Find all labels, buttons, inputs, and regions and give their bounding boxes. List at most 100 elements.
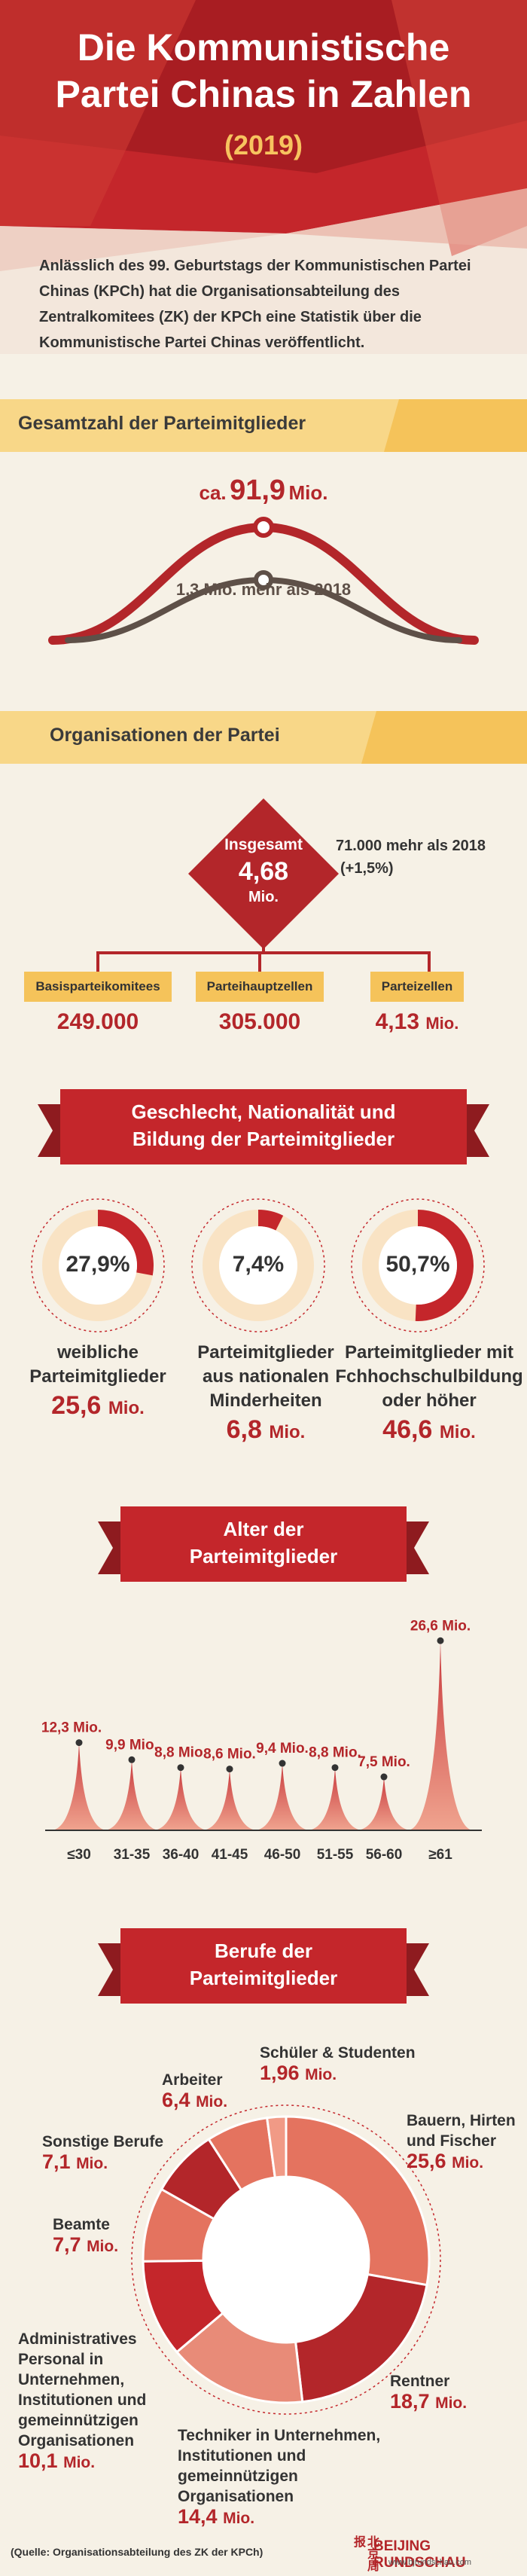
demographics-title-line2: Bildung der Parteimitglieder: [132, 1128, 395, 1150]
intro-text: Anlässlich des 99. Geburtstags der Kommu…: [39, 258, 471, 351]
members-total: ca. 91,9 Mio.: [0, 475, 527, 507]
age-peak-5: [306, 1767, 364, 1830]
donut-segment-0: [98, 1210, 154, 1276]
occupations-title-line2: Parteimitglieder: [189, 1967, 338, 1989]
ribbon-demographics: [38, 1089, 489, 1164]
donut-pct-education: 50,7%: [385, 1252, 450, 1277]
age-value-label-2: 8,8 Mio.: [154, 1745, 207, 1761]
organizations-section-title: Organisationen der Partei: [50, 725, 280, 746]
occ-label-workers: Arbeiter 6,4 Mio.: [162, 2071, 228, 2111]
age-point-5: [331, 1764, 339, 1772]
age-tick-7: ≥61: [428, 1847, 452, 1863]
org-value-basisparteikomitees: 249.000: [56, 1009, 139, 1034]
occ-hole: [203, 2177, 369, 2343]
donut-pct-female: 27,9%: [65, 1252, 130, 1277]
page-year: (2019): [224, 130, 303, 160]
age-value-label-3: 8,6 Mio.: [203, 1747, 256, 1763]
donut-segment-2: [415, 1210, 474, 1321]
footer-brand-name: BEIJING RUNDSCHAU: [373, 2538, 466, 2571]
occupations-donut: [131, 2104, 441, 2415]
donut-hole: [219, 1226, 297, 1305]
age-peak-6: [355, 1777, 413, 1830]
age-point-4: [279, 1760, 286, 1767]
donut-segment-1: [258, 1210, 284, 1231]
age-value-label-0: 12,3 Mio.: [41, 1720, 102, 1736]
age-value-label-1: 9,9 Mio.: [105, 1737, 158, 1753]
org-value-parteizellen: 4,13 Mio.: [375, 1009, 459, 1034]
org-value-parteihauptzellen: 305.000: [218, 1009, 301, 1034]
age-tick-4: 46-50: [264, 1847, 301, 1863]
occ-label-retirees: Rentner 18,7 Mio.: [390, 2373, 468, 2413]
header: Die Kommunistische Partei Chinas in Zahl…: [0, 0, 527, 354]
age-peak-7: [407, 1641, 474, 1830]
header-background: [0, 0, 527, 271]
age-point-6: [380, 1773, 388, 1781]
org-chip-parteizellen: Parteizellen: [370, 972, 464, 1002]
demo-caption-female: weibliche Parteimitglieder 25,6 Mio.: [29, 1342, 166, 1420]
section-bar-organizations-inner: [0, 711, 346, 764]
footer-brand-chinese: 北京周报: [352, 2535, 378, 2571]
organizations-increase-line1: 71.000 mehr als 2018: [336, 838, 486, 854]
age-tick-0: ≤30: [67, 1847, 91, 1863]
donut-pct-minorities: 7,4%: [232, 1252, 285, 1277]
occ-label-students: Schüler & Studenten 1,96 Mio.: [260, 2044, 416, 2084]
age-point-1: [128, 1756, 136, 1763]
age-value-label-4: 9,4 Mio.: [256, 1741, 309, 1757]
age-value-label-5: 8,8 Mio.: [309, 1745, 361, 1761]
age-value-label-7: 26,6 Mio.: [410, 1618, 471, 1634]
footer-brand: 北京周报 BEIJING RUNDSCHAU www.bjrundschau.c…: [351, 2532, 525, 2573]
organizations-increase-line2: (+1,5%): [340, 860, 394, 877]
occ-label-administrative: Administratives Personal in Unternehmen,…: [18, 2330, 147, 2472]
donut-hole: [379, 1226, 457, 1305]
section-bar-members-inner: [0, 399, 369, 452]
age-title-line1: Alter der: [223, 1518, 304, 1540]
section-bar-arrow: [346, 711, 376, 764]
age-tick-2: 36-40: [163, 1847, 200, 1863]
age-peak-2: [152, 1767, 209, 1830]
org-chip-basisparteikomitees: Basisparteikomitees: [24, 972, 172, 1002]
occ-outline: [131, 2104, 441, 2415]
donut-hole: [59, 1226, 137, 1305]
donut-outline: [191, 1198, 325, 1332]
occ-label-farmers: Bauern, Hirten und Fischer 25,6 Mio.: [407, 2112, 516, 2172]
age-peak-0: [50, 1742, 108, 1830]
age-point-0: [75, 1739, 83, 1747]
members-total-prefix: ca.: [199, 481, 227, 504]
age-title-line2: Parteimitglieder: [189, 1545, 338, 1567]
members-section-title: Gesamtzahl der Parteimitglieder: [18, 413, 306, 434]
demographics-donuts: [31, 1198, 485, 1332]
occ-label-technicians: Techniker in Unternehmen, Institutionen …: [178, 2427, 381, 2528]
age-tick-3: 41-45: [212, 1847, 248, 1863]
organizations-total-unit: Mio.: [248, 889, 279, 905]
page-title-line2: Partei Chinas in Zahlen: [55, 73, 472, 115]
age-point-3: [226, 1766, 233, 1773]
demo-caption-minorities: Parteimitglieder aus nationalen Minderhe…: [197, 1342, 334, 1444]
demographics-title-line1: Geschlecht, Nationalität und: [131, 1100, 396, 1123]
age-value-label-6: 7,5 Mio.: [358, 1754, 410, 1770]
organizations-diamond: [188, 798, 339, 949]
age-point-7: [437, 1637, 444, 1644]
occ-label-other: Sonstige Berufe 7,1 Mio.: [42, 2133, 164, 2173]
footer-source: (Quelle: Organisationsabteilung des ZK d…: [11, 2546, 264, 2558]
org-chip-parteihauptzellen: Parteihauptzellen: [196, 972, 324, 1002]
age-tick-1: 31-35: [114, 1847, 151, 1863]
donut-outline: [351, 1198, 485, 1332]
age-peak-1: [103, 1760, 160, 1830]
age-tick-5: 51-55: [317, 1847, 354, 1863]
donut-track: [203, 1210, 315, 1321]
organizations-total-label: Insgesamt: [224, 836, 303, 853]
donut-outline: [31, 1198, 165, 1332]
members-curve-graphic: [48, 517, 479, 645]
age-peak-4: [254, 1763, 311, 1830]
occupations-title-line1: Berufe der: [214, 1940, 313, 1962]
age-point-2: [177, 1764, 184, 1772]
organizations-total-value: 4,68: [238, 857, 289, 886]
ribbon-age: [98, 1506, 429, 1582]
footer-url: www.bjrundschau.com: [388, 2558, 472, 2567]
section-bar-arrow: [369, 399, 399, 452]
members-total-value: 91,9: [230, 475, 286, 506]
demo-caption-education: Parteimitglieder mit Fchhochschulbildung…: [335, 1342, 523, 1444]
members-total-unit: Mio.: [288, 481, 328, 504]
age-peak-3: [201, 1769, 258, 1830]
age-tick-6: 56-60: [366, 1847, 403, 1863]
